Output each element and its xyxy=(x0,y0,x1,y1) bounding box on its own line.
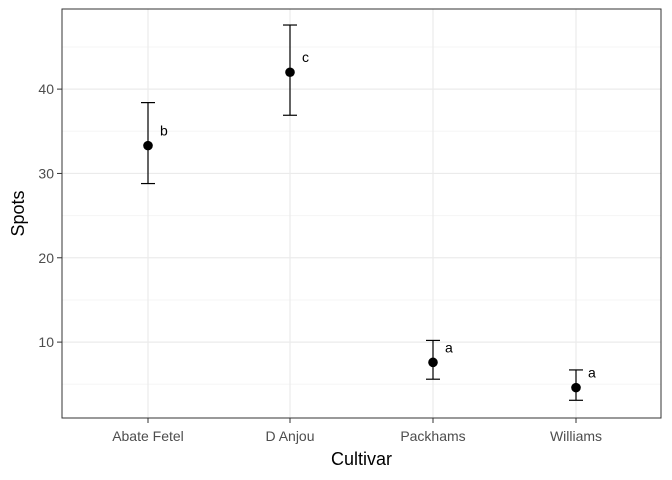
data-point xyxy=(571,382,581,393)
x-tick-label: Abate Fetel xyxy=(112,428,184,444)
y-tick-label: 20 xyxy=(38,250,54,266)
y-tick-label: 10 xyxy=(38,334,54,350)
data-point xyxy=(143,140,153,151)
x-tick-label: Packhams xyxy=(400,428,465,444)
data-marks: b c a a xyxy=(141,24,596,401)
data-point xyxy=(285,67,295,78)
y-axis-title: Spots xyxy=(8,190,28,236)
x-axis-title: Cultivar xyxy=(331,449,392,469)
y-tick-label: 40 xyxy=(38,81,54,97)
panel-border xyxy=(61,8,662,419)
group-letter-label: a xyxy=(445,339,453,355)
group-letter-label: a xyxy=(588,365,596,381)
x-tick-label: Williams xyxy=(550,428,602,444)
grid-minor xyxy=(62,46,661,385)
axis-tick-labels: Abate Fetel D Anjou Packhams Williams 10 20 30… xyxy=(38,81,602,444)
group-letter-label: b xyxy=(160,123,168,139)
axis-ticks xyxy=(57,88,577,423)
y-tick-label: 30 xyxy=(38,165,54,181)
group-letter-label: c xyxy=(302,49,309,65)
data-point xyxy=(428,357,438,368)
x-tick-label: D Anjou xyxy=(265,428,314,444)
